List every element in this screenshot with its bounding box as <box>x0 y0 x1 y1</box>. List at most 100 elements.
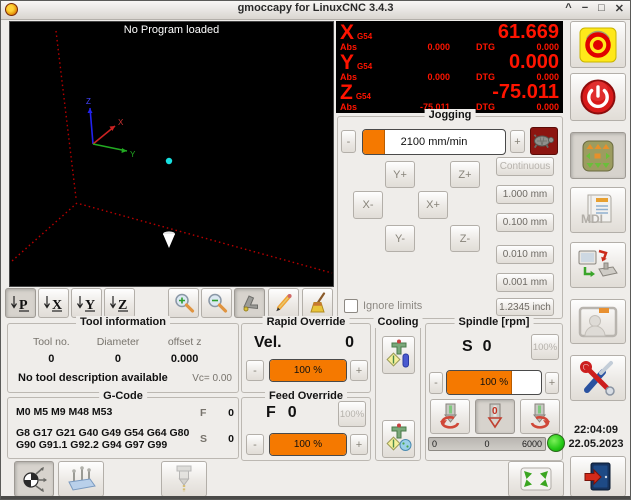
exit-button[interactable] <box>570 456 626 497</box>
close-button[interactable]: ✕ <box>614 3 624 15</box>
offset-z-header: offset z <box>167 336 202 348</box>
tool-info-frame: Tool information Tool no. Diameter offse… <box>7 316 239 393</box>
dro-axis-x: X G54 61.669 Abs 0.000 DTG 0.000 <box>340 22 559 52</box>
jog-y-minus-button[interactable]: Y- <box>385 225 415 252</box>
mdi-mode-button[interactable]: MDI <box>570 187 626 233</box>
spindle-override-slider[interactable]: 100 % <box>446 370 542 395</box>
mist-button[interactable] <box>382 336 415 374</box>
ignore-limits-label: Ignore limits <box>363 300 423 312</box>
spindle-left-icon <box>440 403 460 429</box>
rapid-plus-button[interactable]: + <box>350 360 368 381</box>
view-x-button[interactable]: X <box>38 288 69 318</box>
rpm-max: 6000 <box>521 439 543 449</box>
time-label: 22:04:09 <box>573 424 619 436</box>
user-settings-button[interactable] <box>570 299 626 344</box>
estop-button[interactable] <box>570 21 626 68</box>
increment-001mm-button[interactable]: 0.010 mm <box>496 245 554 264</box>
rapid-minus-button[interactable]: - <box>246 360 264 381</box>
tools-icon <box>580 361 615 396</box>
spindle-reset-button[interactable]: 100% <box>531 334 559 360</box>
spindle-percent: 100 % <box>479 377 509 388</box>
abs-label: Abs <box>340 102 358 112</box>
svg-text:MDI: MDI <box>581 212 603 226</box>
shade-button[interactable]: ^ <box>565 2 572 14</box>
abs-label: Abs <box>340 42 358 52</box>
app-icon <box>5 3 18 16</box>
manual-mode-button[interactable] <box>570 132 626 179</box>
spindle-label: S <box>462 338 473 355</box>
jog-x-minus-button[interactable]: X- <box>353 191 383 219</box>
perspective-view-icon: P <box>10 295 29 313</box>
tool-no-value: 0 <box>48 353 55 365</box>
jog-speed-value: 2100 mm/min <box>400 136 468 148</box>
abs-value: 0.000 <box>427 72 450 82</box>
dimensions-button[interactable] <box>268 288 299 318</box>
spindle-minus-button[interactable]: - <box>429 372 443 394</box>
view-z-button[interactable]: Z <box>104 288 135 318</box>
zoom-in-button[interactable] <box>168 288 199 318</box>
dtg-value: 0.000 <box>536 102 559 112</box>
increment-0001mm-button[interactable]: 0.001 mm <box>496 273 554 292</box>
rapid-fill <box>270 360 346 381</box>
jog-z-minus-button[interactable]: Z- <box>450 225 480 252</box>
increment-1mm-button[interactable]: 1.000 mm <box>496 185 554 204</box>
spindle-stop-button[interactable]: 0 <box>475 399 515 434</box>
jog-speed-minus-button[interactable]: - <box>341 130 356 153</box>
spindle-ccw-button[interactable] <box>430 399 470 434</box>
settings-button[interactable] <box>570 355 626 401</box>
touch-off-button[interactable] <box>14 461 54 497</box>
gremlin-preview[interactable]: No Program loaded Z X Y <box>9 21 334 287</box>
maximize-button[interactable]: □ <box>598 2 605 14</box>
dro-panel[interactable]: X G54 61.669 Abs 0.000 DTG 0.000 Y G54 0… <box>336 21 563 113</box>
spindle-right-icon <box>530 403 550 429</box>
machine-limits-and-axes: Z X Y <box>11 30 333 274</box>
origin-marker <box>165 157 173 165</box>
view-y-button[interactable]: Y <box>71 288 102 318</box>
x-view-icon: X <box>43 295 62 313</box>
minimize-button[interactable]: − <box>581 2 589 14</box>
jog-z-plus-button[interactable]: Z+ <box>450 161 480 188</box>
rapid-override-slider[interactable]: 100 % <box>269 359 347 382</box>
tool-change-button[interactable] <box>161 461 207 497</box>
zoom-in-icon <box>174 293 194 313</box>
spindle-cw-button[interactable] <box>520 399 560 434</box>
turtle-jog-button[interactable] <box>530 127 558 155</box>
power-icon <box>580 79 616 115</box>
flood-button[interactable] <box>382 420 415 458</box>
jog-y-plus-button[interactable]: Y+ <box>385 161 415 188</box>
power-button[interactable] <box>570 73 626 121</box>
gcode-title: G-Code <box>99 390 147 402</box>
fullscreen-button[interactable] <box>508 461 564 497</box>
mdi-icon: MDI <box>581 194 612 226</box>
feed-override-frame: Feed Override F 0 100% - 100 % + <box>241 390 371 461</box>
zoom-out-button[interactable] <box>201 288 232 318</box>
tool-no-header: Tool no. <box>32 336 70 348</box>
jog-speed-slider[interactable]: 2100 mm/min <box>362 129 506 155</box>
ignore-limits-checkbox[interactable] <box>344 299 358 313</box>
f-label: F <box>200 407 207 419</box>
feed-reset-button[interactable]: 100% <box>338 401 366 427</box>
window-bottom-edge <box>1 496 630 499</box>
jog-x-plus-button[interactable]: X+ <box>418 191 448 219</box>
clear-preview-button[interactable] <box>302 288 333 318</box>
view-perspective-button[interactable]: P <box>5 288 36 318</box>
axis-value: 0.000 <box>508 51 559 73</box>
increment-01mm-button[interactable]: 0.100 mm <box>496 213 554 232</box>
auto-mode-button[interactable] <box>570 242 626 288</box>
f-value: 0 <box>228 407 234 419</box>
spindle-plus-button[interactable]: + <box>545 372 559 394</box>
block-height-button[interactable] <box>58 461 104 497</box>
spindle-title: Spindle [rpm] <box>454 316 534 328</box>
jog-speed-plus-button[interactable]: + <box>510 130 525 153</box>
increment-continuous-button[interactable]: Continuous <box>496 157 554 176</box>
toggle-tool-view-button[interactable] <box>234 288 265 318</box>
active-g-codes: G8 G17 G21 G40 G49 G54 G64 G80 G90 G91.1… <box>16 427 190 451</box>
increment-inch-button[interactable]: 1.2345 inch <box>496 298 554 316</box>
rapid-override-frame: Rapid Override Vel. 0 - 100 % + <box>241 316 371 393</box>
coord-system: G54 <box>357 32 373 41</box>
feed-override-slider[interactable]: 100 % <box>269 433 347 456</box>
feed-minus-button[interactable]: - <box>246 434 264 455</box>
spindle-stop-icon: 0 <box>487 403 503 429</box>
feed-plus-button[interactable]: + <box>350 434 368 455</box>
spindle-at-speed-indicator <box>547 434 565 452</box>
